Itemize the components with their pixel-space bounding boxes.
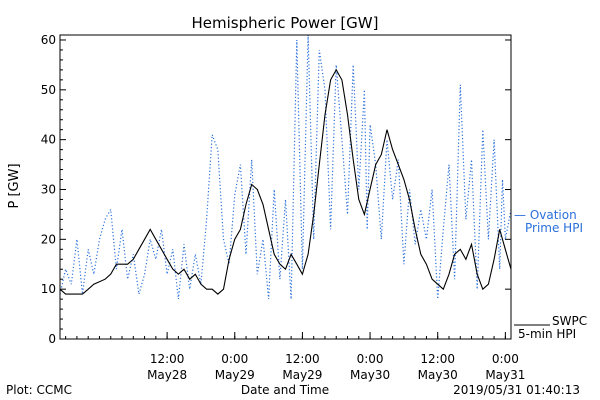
legend-swpc: SWPC 5-min HPI: [514, 314, 587, 341]
y-tick-label: 0: [48, 332, 56, 346]
x-tick-date-label: May31: [485, 368, 525, 382]
y-tick-label: 10: [41, 282, 56, 296]
plot-frame: [59, 34, 512, 340]
legend-ovation: — Ovation Prime HPI: [514, 208, 583, 235]
y-tick-label: 30: [41, 182, 56, 196]
x-tick-date-label: May29: [215, 368, 255, 382]
legend-ovation-label-2: Prime HPI: [525, 221, 583, 235]
x-tick-date-label: May28: [147, 368, 187, 382]
legend-ovation-label-1: — Ovation: [514, 208, 577, 222]
x-axis-ticks: 12:00 May28 0:00 May29 12:00 May29 0:00 May30 12…: [65, 332, 525, 382]
x-tick-date-label: May30: [418, 368, 458, 382]
x-axis-label: Date and Time: [241, 383, 329, 397]
chart-title: Hemispheric Power [GW]: [192, 14, 379, 32]
series-line-swpc-hpi: [59, 68, 512, 295]
x-tick-time-label: 12:00: [150, 352, 185, 366]
plot-credit: Plot: CCMC: [6, 383, 72, 397]
y-tick-label: 40: [41, 133, 56, 147]
y-tick-label: 20: [41, 232, 56, 246]
x-tick-time-label: 12:00: [285, 352, 320, 366]
y-axis-label: P [GW]: [7, 163, 22, 208]
y-tick-label: 60: [41, 33, 56, 47]
plot-timestamp: 2019/05/31 01:40:13: [453, 383, 580, 397]
series-line-ovation-prime-hpi: [59, 34, 512, 300]
x-tick-date-label: May30: [350, 368, 390, 382]
legend-swpc-label-2: 5-min HPI: [518, 327, 576, 341]
y-axis-ticks: 0 10 20 30 40 50 60: [41, 33, 511, 346]
x-tick-time-label: 0:00: [492, 352, 519, 366]
y-tick-label: 50: [41, 83, 56, 97]
x-tick-time-label: 0:00: [221, 352, 248, 366]
x-tick-date-label: May29: [282, 368, 322, 382]
legend-swpc-label-1: SWPC: [552, 314, 587, 328]
x-tick-time-label: 12:00: [420, 352, 455, 366]
x-tick-time-label: 0:00: [357, 352, 384, 366]
